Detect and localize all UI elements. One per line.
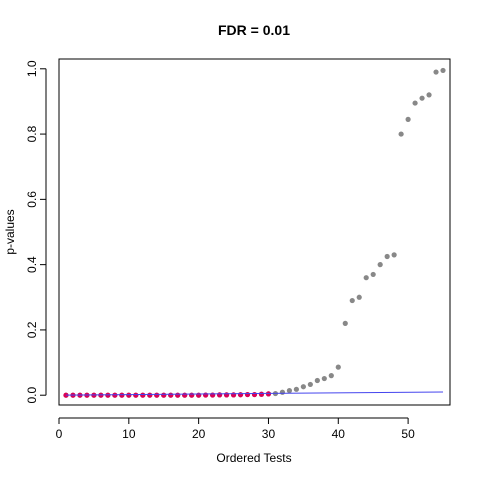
significant-point [223, 392, 230, 398]
significant-point [258, 391, 265, 397]
significant-point [133, 392, 139, 398]
x-tick-label: 0 [56, 427, 63, 441]
significant-point [161, 392, 167, 398]
p-value-point [419, 95, 425, 101]
p-value-point [363, 275, 369, 281]
p-value-point [405, 116, 411, 122]
p-value-point [286, 388, 293, 394]
p-value-point [321, 375, 327, 382]
x-axis: 0 10 20 30 40 50 [56, 417, 415, 441]
chart-title: FDR = 0.01 [218, 22, 290, 38]
significant-point [126, 392, 132, 398]
p-value-point [398, 131, 404, 137]
significant-point [244, 391, 251, 398]
p-value-point [335, 364, 341, 370]
y-axis-label: p-values [3, 209, 17, 254]
x-tick-label: 50 [401, 427, 415, 441]
p-value-point [433, 69, 439, 75]
significant-point [182, 392, 188, 398]
x-axis-label: Ordered Tests [216, 451, 291, 465]
p-value-point [426, 92, 432, 98]
significant-point [210, 392, 216, 398]
p-value-point [307, 381, 313, 388]
y-tick-label: 1.0 [25, 60, 39, 77]
p-value-point [412, 100, 418, 106]
significant-point [230, 392, 237, 398]
significant-point [196, 392, 202, 398]
y-tick-label: 0.8 [25, 125, 39, 142]
x-tick-label: 40 [332, 427, 346, 441]
p-value-point [356, 294, 362, 300]
series-layer [63, 67, 446, 398]
fdr-threshold-line [65, 391, 444, 396]
significant-point [147, 392, 153, 398]
y-tick-label: 0.4 [25, 256, 39, 273]
significant-point [154, 392, 160, 398]
significant-point [237, 392, 244, 398]
p-value-point [328, 373, 334, 379]
significant-point [175, 392, 181, 398]
significant-point [189, 392, 195, 398]
plot-area-frame [58, 58, 451, 406]
y-tick-label: 0.0 [25, 387, 39, 404]
significant-point [140, 392, 146, 398]
significant-point [168, 392, 174, 398]
p-value-point [370, 271, 376, 278]
y-axis: 0.0 0.2 0.4 0.6 0.8 1.0 [25, 60, 47, 404]
p-value-point [440, 67, 446, 74]
significant-point [119, 392, 125, 398]
significant-point [216, 392, 223, 398]
y-tick-label: 0.6 [25, 191, 39, 208]
p-value-point [384, 253, 390, 260]
p-value-point [377, 262, 383, 268]
p-value-point [391, 252, 397, 258]
x-tick-label: 30 [262, 427, 276, 441]
x-tick-label: 20 [192, 427, 206, 441]
significant-point [203, 392, 209, 398]
p-value-point [293, 386, 299, 392]
significant-point [251, 391, 258, 398]
p-value-point [279, 389, 286, 395]
x-tick-label: 10 [122, 427, 136, 441]
p-value-point [314, 377, 320, 384]
y-tick-label: 0.2 [25, 321, 39, 338]
significant-point [63, 392, 69, 398]
p-value-point [300, 384, 306, 390]
p-value-point [342, 320, 348, 326]
p-value-point [349, 297, 355, 304]
